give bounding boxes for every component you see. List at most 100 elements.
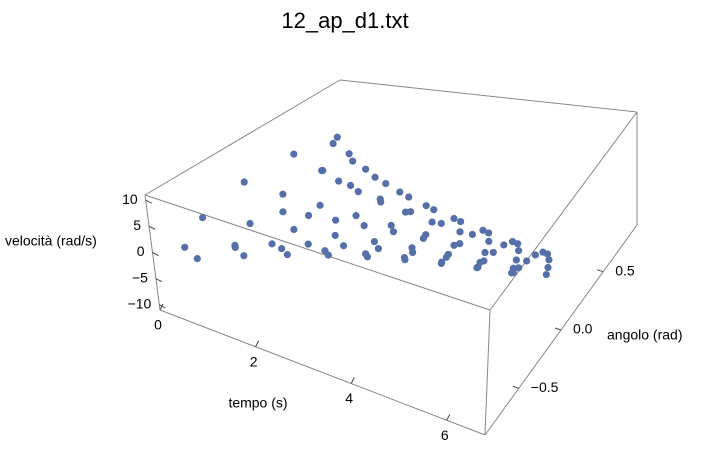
data-point bbox=[346, 181, 355, 190]
data-point bbox=[240, 178, 248, 186]
data-point bbox=[408, 244, 416, 252]
data-point bbox=[468, 230, 477, 239]
y-axis-label: angolo (rad) bbox=[607, 327, 683, 343]
z-tick-label: 10 bbox=[122, 191, 138, 207]
z-tick bbox=[145, 199, 152, 204]
data-point bbox=[512, 256, 520, 264]
data-point bbox=[437, 219, 445, 228]
x-tick bbox=[446, 414, 451, 421]
data-point bbox=[268, 240, 276, 248]
box-edge bbox=[144, 194, 491, 311]
data-point bbox=[333, 133, 341, 141]
z-tick-label: 0 bbox=[137, 243, 145, 259]
data-point bbox=[278, 245, 286, 253]
data-point bbox=[318, 166, 326, 175]
y-tick-label: −0.5 bbox=[531, 379, 559, 395]
data-point bbox=[354, 188, 362, 196]
data-point bbox=[523, 257, 531, 265]
data-point bbox=[331, 231, 339, 240]
data-point bbox=[531, 251, 540, 259]
data-point bbox=[542, 270, 550, 279]
data-point bbox=[193, 255, 201, 263]
y-tick bbox=[597, 269, 604, 273]
x-tick-label: 0 bbox=[154, 317, 162, 333]
x-tick-label: 6 bbox=[441, 427, 449, 443]
data-point bbox=[283, 251, 291, 259]
data-point bbox=[361, 250, 370, 258]
data-point bbox=[329, 139, 337, 148]
data-point bbox=[332, 216, 340, 224]
box-edge bbox=[159, 309, 486, 436]
data-point bbox=[545, 256, 553, 264]
x-tick-label: 4 bbox=[345, 390, 353, 406]
data-point bbox=[396, 188, 404, 196]
data-point bbox=[335, 177, 343, 185]
data-point bbox=[376, 195, 384, 203]
data-point bbox=[406, 208, 415, 216]
y-tick-label: 0.5 bbox=[615, 262, 635, 278]
data-point bbox=[438, 258, 446, 266]
data-point bbox=[360, 222, 368, 230]
data-point bbox=[349, 157, 357, 165]
data-point bbox=[514, 240, 522, 248]
box-edge bbox=[339, 79, 638, 113]
z-axis-label: velocità (rad/s) bbox=[5, 233, 97, 249]
z-tick-label: 5 bbox=[133, 217, 141, 233]
data-point bbox=[382, 179, 390, 188]
data-point bbox=[430, 206, 438, 214]
data-point bbox=[543, 250, 552, 258]
data-point bbox=[515, 247, 523, 255]
data-point bbox=[450, 241, 458, 249]
data-point bbox=[304, 211, 313, 220]
z-tick-label: −5 bbox=[132, 269, 148, 285]
data-point bbox=[352, 212, 360, 220]
data-point bbox=[387, 221, 395, 229]
data-point bbox=[339, 242, 348, 250]
data-point bbox=[181, 243, 189, 251]
data-point bbox=[405, 193, 413, 201]
z-tick bbox=[148, 225, 156, 230]
data-point bbox=[400, 253, 409, 262]
data-point bbox=[345, 150, 353, 158]
data-point bbox=[290, 150, 298, 158]
data-point bbox=[240, 252, 248, 260]
data-point bbox=[481, 248, 489, 257]
data-point bbox=[544, 263, 552, 272]
data-point bbox=[422, 231, 430, 239]
data-point bbox=[279, 190, 287, 198]
data-point bbox=[246, 219, 254, 228]
z-tick bbox=[152, 252, 159, 256]
data-point bbox=[444, 250, 452, 258]
data-point bbox=[279, 208, 287, 216]
data-point bbox=[428, 218, 436, 226]
y-tick bbox=[512, 385, 519, 389]
data-point bbox=[474, 263, 482, 271]
box-edge bbox=[144, 79, 341, 196]
data-point bbox=[316, 201, 324, 209]
data-point bbox=[422, 202, 430, 210]
data-point bbox=[485, 229, 493, 237]
data-point bbox=[389, 228, 398, 236]
data-point bbox=[374, 245, 382, 253]
data-point bbox=[304, 240, 312, 248]
data-point bbox=[515, 264, 523, 272]
data-point bbox=[450, 214, 458, 223]
data-point bbox=[321, 247, 329, 255]
chart-title: 12_ap_d1.txt bbox=[281, 8, 408, 33]
box-edge bbox=[489, 111, 638, 311]
data-point bbox=[489, 248, 497, 257]
data-point bbox=[457, 217, 465, 226]
data-point bbox=[500, 241, 508, 249]
x-tick bbox=[159, 303, 164, 311]
data-point bbox=[456, 240, 464, 248]
z-tick-label: −10 bbox=[128, 295, 152, 311]
data-point bbox=[290, 225, 298, 234]
data-point bbox=[485, 237, 493, 245]
y-tick bbox=[554, 327, 562, 331]
data-point bbox=[456, 228, 464, 236]
data-point bbox=[371, 173, 379, 181]
data-point bbox=[362, 165, 370, 173]
z-tick bbox=[155, 278, 163, 283]
data-point bbox=[479, 226, 487, 234]
